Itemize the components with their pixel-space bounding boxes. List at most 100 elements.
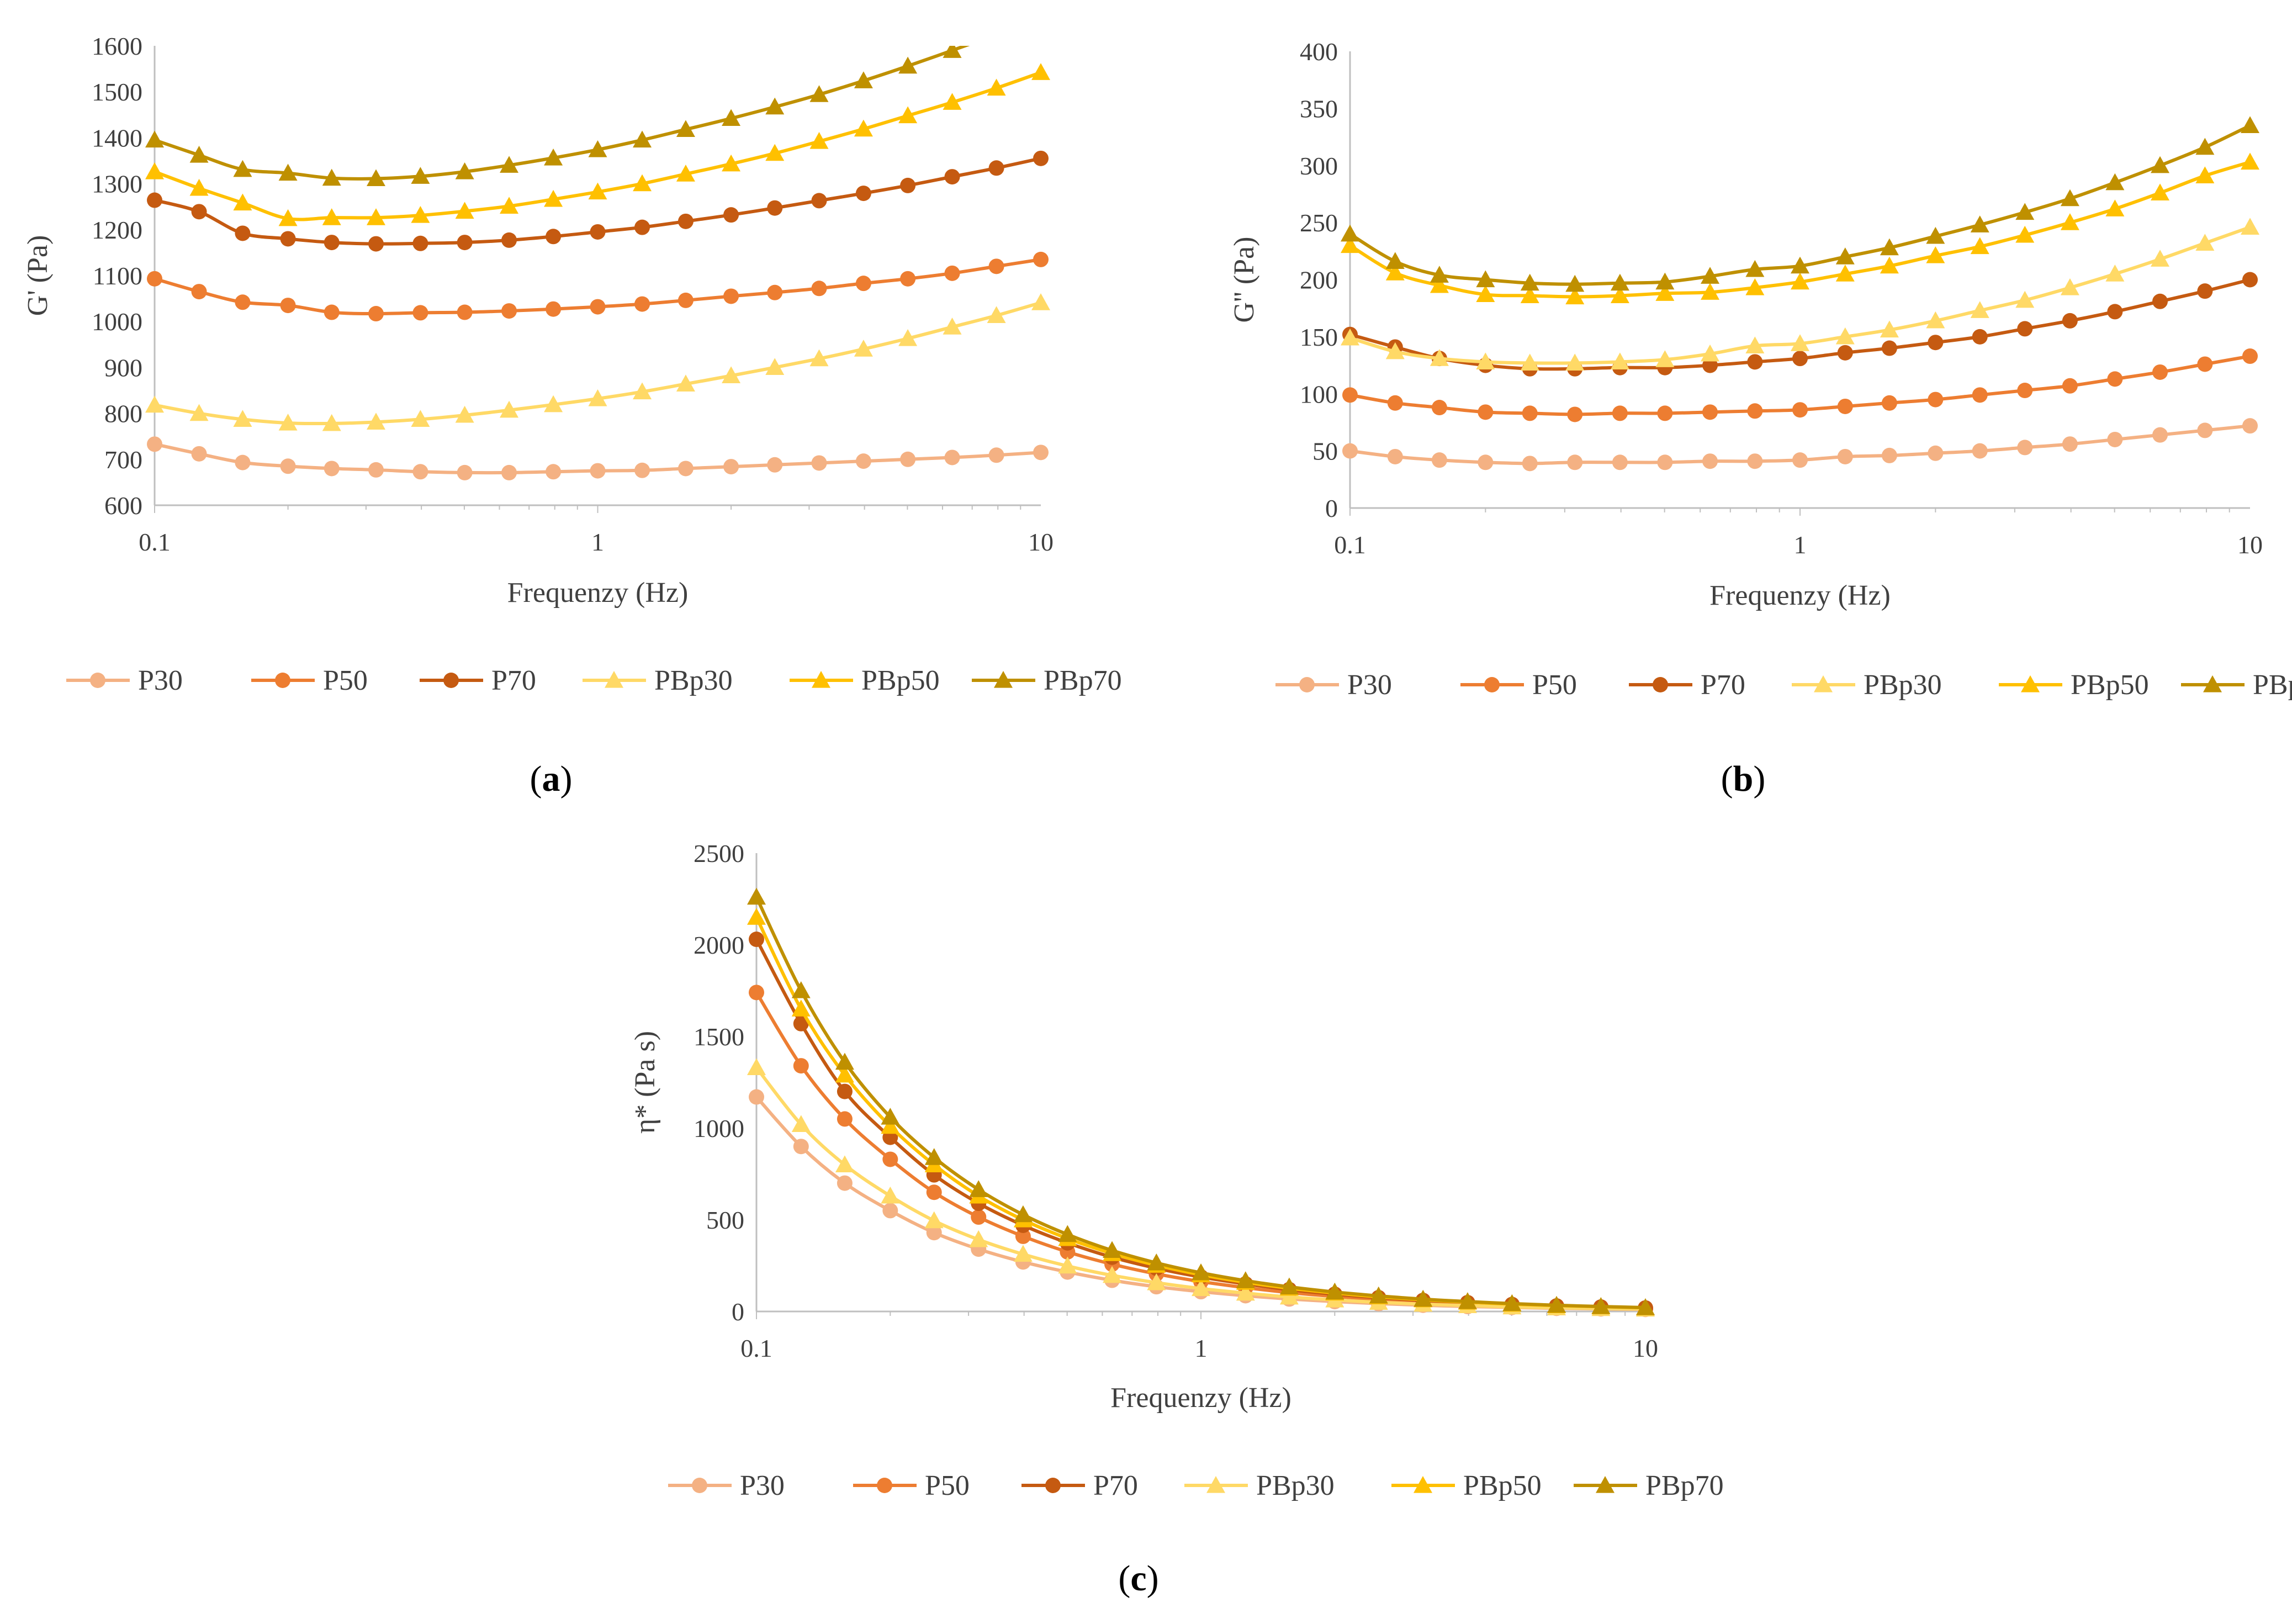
legend-item-pbp70[interactable]: PBp70 <box>1574 1470 1724 1501</box>
legend-label: P50 <box>1532 669 1577 701</box>
legend-item-pbp30[interactable]: PBp30 <box>1184 1470 1335 1501</box>
data-point-pbp30 <box>1476 352 1495 369</box>
x-tick-label: 10 <box>2237 531 2263 559</box>
data-point-pbp70 <box>411 167 430 184</box>
legend-item-p30[interactable]: P30 <box>668 1470 785 1501</box>
data-point-pbp50 <box>809 132 829 149</box>
data-point-pbp50 <box>2151 183 2170 200</box>
y-tick-label: 150 <box>1300 323 1338 351</box>
data-point-p50 <box>546 301 562 317</box>
data-point-p50 <box>837 1111 853 1127</box>
y-tick-label: 0 <box>732 1298 744 1326</box>
y-tick-label: 700 <box>104 446 142 474</box>
data-point-p30 <box>2152 427 2168 443</box>
data-point-pbp70 <box>1591 1297 1611 1314</box>
data-point-p30 <box>2242 418 2258 434</box>
data-point-p30 <box>147 436 162 452</box>
legend-label: PBp30 <box>654 665 733 696</box>
legend-item-p70[interactable]: P70 <box>1629 669 1745 701</box>
legend-item-p30[interactable]: P30 <box>1275 669 1392 701</box>
data-point-pbp70 <box>633 130 652 148</box>
data-point-p70 <box>324 235 340 251</box>
legend-marker <box>1414 1476 1432 1493</box>
panel-caption: (a) <box>530 759 573 799</box>
data-point-pbp30 <box>898 329 918 346</box>
y-tick-label: 2000 <box>694 931 744 959</box>
data-point-p50 <box>971 1209 987 1225</box>
data-point-pbp30 <box>544 395 563 412</box>
legend-item-pbp30[interactable]: PBp30 <box>583 665 733 696</box>
data-point-p50 <box>2242 348 2258 364</box>
legend-label: P70 <box>1701 669 1745 701</box>
legend-item-pbp70[interactable]: PBp70 <box>972 665 1122 696</box>
data-point-p30 <box>882 1203 898 1219</box>
legend-item-p50[interactable]: P50 <box>1460 669 1577 701</box>
data-point-pbp50 <box>791 999 811 1017</box>
legend-item-pbp70[interactable]: PBp70 <box>2181 669 2292 701</box>
data-point-p30 <box>457 464 473 480</box>
y-tick-label: 250 <box>1300 209 1338 237</box>
legend-item-p70[interactable]: P70 <box>420 665 536 696</box>
series-line-pbp70 <box>755 896 1646 1310</box>
data-point-p30 <box>749 1089 764 1105</box>
legend-item-p30[interactable]: P30 <box>66 665 183 696</box>
data-point-pbp70 <box>278 163 298 181</box>
series-pbp70 <box>1341 116 2259 292</box>
legend-item-pbp50[interactable]: PBp50 <box>790 665 940 696</box>
series-pbp30 <box>145 293 1050 431</box>
data-point-p50 <box>1792 402 1808 418</box>
data-point-pbp30 <box>1341 328 1359 346</box>
data-point-p50 <box>368 306 384 322</box>
panel-caption: (b) <box>1721 759 1766 799</box>
data-point-p70 <box>501 232 517 248</box>
data-point-pbp70 <box>322 168 341 186</box>
data-point-pbp30 <box>1192 1279 1210 1297</box>
legend-item-p70[interactable]: P70 <box>1021 1470 1138 1501</box>
data-point-pbp70 <box>1636 1298 1655 1315</box>
data-point-pbp30 <box>1430 349 1449 366</box>
legend-marker <box>90 673 105 688</box>
data-point-pbp30 <box>500 400 519 418</box>
data-point-p50 <box>634 296 650 312</box>
data-point-p30 <box>1881 447 1897 463</box>
legend-item-p50[interactable]: P50 <box>251 665 368 696</box>
data-point-pbp30 <box>2060 278 2079 295</box>
legend-item-pbp50[interactable]: PBp50 <box>1999 669 2149 701</box>
data-point-pbp30 <box>1745 336 1765 354</box>
data-point-p50 <box>1387 395 1403 411</box>
data-point-pbp70 <box>765 97 785 115</box>
data-point-p50 <box>235 294 251 310</box>
data-point-pbp50 <box>278 209 298 226</box>
legend-label: PBp30 <box>1864 669 1942 701</box>
data-point-p30 <box>235 454 251 470</box>
data-point-p50 <box>2197 356 2213 372</box>
legend-item-p50[interactable]: P50 <box>853 1470 970 1501</box>
data-point-pbp70 <box>1369 1286 1388 1304</box>
data-point-pbp70 <box>1547 1295 1566 1313</box>
data-point-pbp30 <box>1565 353 1585 371</box>
x-tick-label: 0.1 <box>1334 531 1366 559</box>
data-point-p50 <box>1747 403 1763 419</box>
data-point-p30 <box>2017 440 2033 456</box>
legend-label: P30 <box>740 1470 785 1501</box>
data-point-pbp50 <box>1341 236 1359 253</box>
x-tick-label: 0.1 <box>139 528 171 556</box>
data-point-p30 <box>1972 443 1988 459</box>
data-point-pbp30 <box>411 410 430 427</box>
legend-item-pbp30[interactable]: PBp30 <box>1792 669 1942 701</box>
data-point-p70 <box>280 231 296 247</box>
legend-item-pbp50[interactable]: PBp50 <box>1391 1470 1542 1501</box>
data-point-p70 <box>191 204 207 220</box>
data-point-p70 <box>590 224 606 240</box>
data-point-pbp50 <box>881 1117 900 1134</box>
data-point-p50 <box>1015 1228 1031 1244</box>
legend-label: P70 <box>491 665 536 696</box>
data-point-p70 <box>147 192 162 208</box>
legend-marker <box>994 671 1013 688</box>
data-point-p50 <box>749 985 764 1001</box>
data-point-pbp70 <box>2195 137 2215 155</box>
data-point-p70 <box>837 1083 853 1099</box>
data-point-p70 <box>2197 283 2213 299</box>
data-point-p30 <box>1478 454 1494 470</box>
data-point-p30 <box>723 459 739 475</box>
